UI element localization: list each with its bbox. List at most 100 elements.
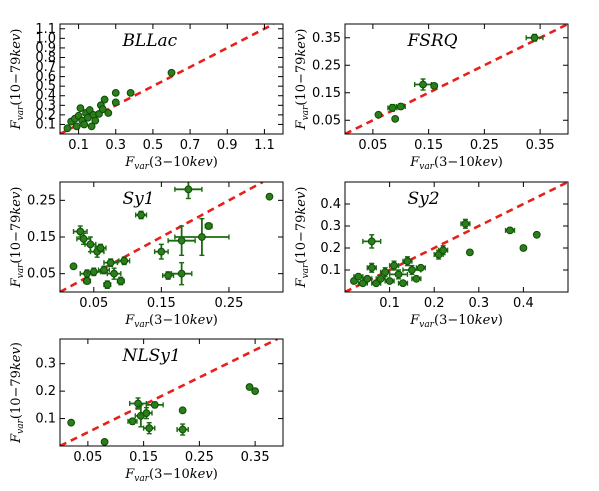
marker (128, 417, 137, 426)
marker (178, 406, 187, 415)
data-point (140, 406, 153, 420)
x-tick-label: 0.4 (513, 296, 534, 311)
marker (100, 95, 109, 104)
data-point (178, 406, 187, 415)
y-tick-label: 0.1 (320, 263, 341, 278)
data-point (100, 95, 109, 104)
x-tick-label: 0.35 (241, 450, 270, 465)
marker (416, 263, 425, 272)
data-point (103, 258, 119, 268)
panel-bllac: 0.1 0.3 0.5 0.7 0.9 1.10.10.20.30.40.50.60.70… (9, 22, 284, 172)
x-tick-label: 0.15 (147, 296, 176, 311)
marker (394, 270, 403, 279)
y-axis-label: Fvar(10−79kev) (9, 187, 26, 289)
data-point (67, 418, 76, 427)
data-point (80, 120, 89, 129)
data-point (384, 277, 395, 285)
marker (532, 230, 541, 239)
marker (439, 246, 448, 255)
x-tick-label: 0.3 (468, 296, 489, 311)
marker (111, 88, 120, 97)
data-point (265, 192, 274, 201)
data-point (375, 274, 386, 283)
x-tick-label: 0.1 (379, 296, 400, 311)
panel-title: FSRQ (406, 31, 457, 51)
marker (86, 240, 95, 249)
data-point (519, 244, 528, 252)
x-axis-label: Fvar(3−10kev) (409, 155, 503, 172)
y-tick-label: 0.4 (320, 197, 341, 212)
marker (96, 244, 105, 252)
y-tick-label: 0.1 (35, 117, 56, 132)
marker (408, 266, 416, 274)
x-tick-label: 0.05 (73, 450, 102, 465)
marker (106, 258, 115, 267)
data-point (106, 267, 122, 280)
y-tick-label: 0.2 (35, 384, 56, 399)
x-tick-label: 0.9 (217, 138, 238, 153)
data-point (98, 105, 107, 114)
data-point (402, 256, 413, 267)
marker (390, 261, 398, 270)
marker (245, 383, 254, 391)
marker (363, 274, 372, 283)
marker (430, 81, 439, 90)
marker (98, 105, 107, 114)
axes-frame (344, 23, 569, 135)
marker (376, 274, 385, 283)
data-point (145, 400, 164, 409)
data-point (415, 263, 426, 272)
marker (89, 267, 98, 276)
data-point (89, 110, 98, 119)
panel-nlsy1: 0.05 0.15 0.25 0.35 0.1 0.2 0.3 NLSy1 Fvar(3−10k… (9, 338, 284, 484)
marker (204, 222, 213, 230)
marker (79, 234, 88, 243)
x-tick-label: 0.05 (358, 138, 387, 153)
y-axis-label: Fvar(10−79kev) (294, 29, 311, 131)
marker (91, 116, 100, 125)
data-point (72, 122, 81, 131)
y-tick-label: 0.8 (35, 50, 56, 65)
marker (177, 269, 186, 278)
x-tick-label: 0.7 (180, 138, 201, 153)
y-tick-label: 0.3 (320, 219, 341, 234)
data-point (127, 417, 138, 426)
y-tick-label: 0.5 (35, 79, 56, 94)
x-tick-label: 0.25 (185, 450, 214, 465)
data-point (167, 225, 196, 257)
x-tick-label: 0.25 (214, 296, 243, 311)
x-tick-label: 0.1 (68, 138, 89, 153)
y-tick-label: 0.35 (312, 31, 341, 46)
marker (145, 424, 154, 433)
data-point (100, 437, 109, 446)
data-point (63, 124, 72, 133)
x-tick-label: 0.35 (526, 138, 555, 153)
y-tick-label: 0.6 (35, 70, 56, 85)
y-tick-label: 0.2 (35, 108, 56, 123)
one-to-one-line (60, 339, 278, 446)
marker (374, 110, 383, 119)
marker (100, 266, 108, 274)
data-point (204, 222, 213, 230)
marker (126, 88, 135, 97)
panel-title: BLLac (121, 31, 177, 51)
y-tick-label: 0.15 (312, 86, 341, 101)
y-tick-label: 1.0 (35, 31, 56, 46)
x-tick-label: 0.25 (470, 138, 499, 153)
marker (367, 263, 376, 272)
marker (111, 98, 120, 107)
marker (100, 437, 109, 446)
data-point (374, 110, 383, 119)
marker (83, 277, 91, 285)
marker (184, 185, 193, 194)
marker (87, 122, 96, 131)
data-point (430, 81, 439, 90)
marker (177, 236, 186, 245)
data-point (94, 243, 107, 253)
marker (80, 120, 89, 129)
y-tick-label: 1.1 (35, 22, 56, 37)
panel-sy2: 0.1 0.2 0.3 0.4 0.1 0.2 0.3 0.4 Sy2 Fvar(3−10kev)… (294, 181, 569, 330)
marker (399, 279, 407, 288)
data-point (85, 106, 94, 114)
marker (385, 277, 394, 285)
